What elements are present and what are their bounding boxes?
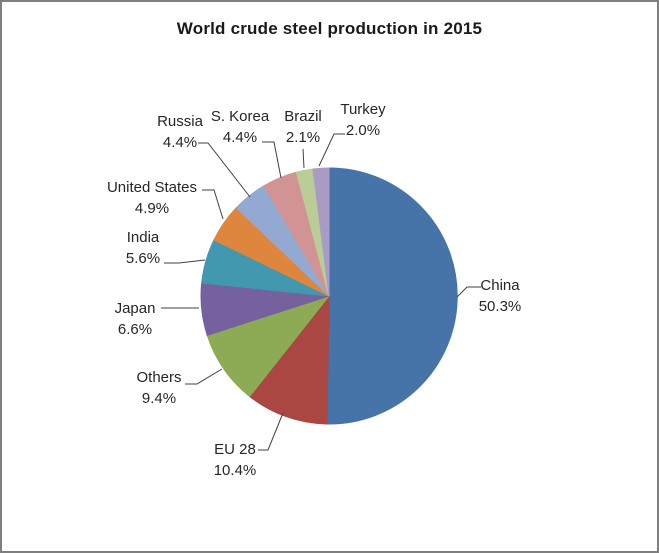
leader-line-turkey — [318, 133, 345, 167]
leader-line-brazil — [302, 148, 305, 169]
leader-line-eu-28 — [258, 412, 284, 451]
chart-title: World crude steel production in 2015 — [176, 19, 483, 38]
slice-label-japan: Japan 6.6% — [115, 300, 156, 338]
slice-label-china: China 50.3% — [479, 277, 522, 315]
slice-label-eu-28: EU 28 10.4% — [214, 441, 257, 479]
slice-label-india: India 5.6% — [126, 229, 160, 267]
pie-slice-eu-28 — [248, 294, 330, 425]
slice-label-united-states: United States 4.9% — [107, 179, 197, 217]
slice-label-others: Others 9.4% — [136, 369, 181, 407]
leader-line-russia — [198, 142, 251, 198]
leader-line-s-korea — [262, 141, 282, 179]
leader-line-others — [185, 368, 223, 385]
pie-slice-china — [326, 167, 458, 425]
leader-line-india — [164, 259, 206, 264]
slice-label-s-korea: S. Korea 4.4% — [211, 108, 270, 146]
slice-label-brazil: Brazil 2.1% — [284, 108, 322, 146]
leader-line-china — [456, 286, 481, 298]
slice-label-turkey: Turkey 2.0% — [340, 101, 386, 139]
pie-slice-others — [206, 295, 331, 398]
leader-line-united-states — [202, 189, 224, 220]
slice-label-russia: Russia 4.4% — [157, 113, 204, 151]
pie-slice-turkey — [312, 167, 330, 297]
